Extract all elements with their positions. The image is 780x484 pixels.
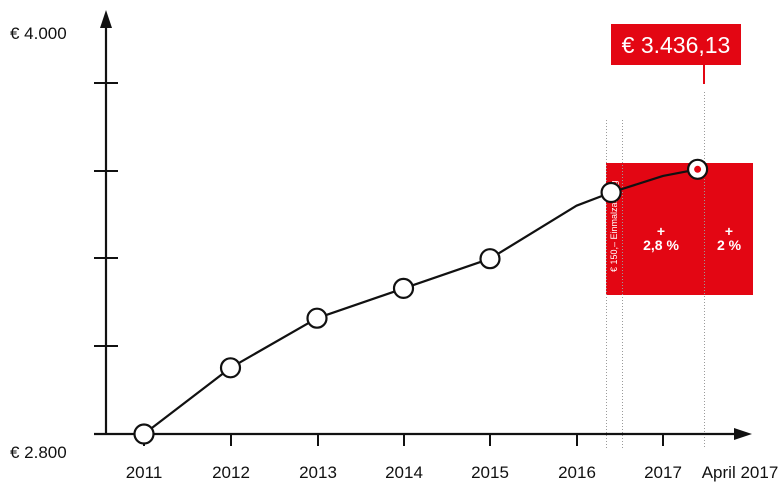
- x-tick-label: 2016: [558, 463, 596, 482]
- guide-lines: [606, 92, 705, 448]
- data-point: [600, 181, 622, 204]
- data-point: [133, 423, 155, 445]
- one-time-payment-label: € 150,– Einmalzahlung: [609, 180, 619, 272]
- value-callout-text: € 3.436,13: [622, 32, 731, 58]
- y-axis-bottom-label: € 2.800: [10, 443, 67, 462]
- data-point: [479, 248, 501, 270]
- x-tick-label: April 2017: [702, 463, 779, 482]
- x-tick-label: 2013: [299, 463, 337, 482]
- increase-1-label: 2,8 %: [643, 237, 679, 253]
- x-tick-label: 2017: [644, 463, 682, 482]
- value-callout-box: [611, 24, 741, 65]
- data-points: [133, 158, 709, 445]
- data-point: [219, 357, 242, 379]
- x-tick-labels: 2011 2012 2013 2014 2015 2016 2017 April…: [126, 463, 779, 482]
- data-point: [306, 307, 328, 329]
- increase-2-label: 2 %: [717, 237, 742, 253]
- data-point-highlight: [694, 165, 702, 173]
- x-tick-label: 2015: [471, 463, 509, 482]
- x-axis-arrow: [734, 428, 752, 440]
- data-point: [392, 277, 415, 299]
- y-ticks: [94, 82, 118, 347]
- x-tick-label: 2014: [385, 463, 423, 482]
- y-axis-top-label: € 4.000: [10, 24, 67, 43]
- increase-annotation-box: [606, 163, 753, 295]
- x-tick-label: 2011: [126, 463, 163, 482]
- increase-1-plus: +: [657, 223, 665, 239]
- axes: [94, 24, 738, 436]
- x-tick-label: 2012: [212, 463, 250, 482]
- increase-2-plus: +: [725, 223, 733, 239]
- y-axis-arrow: [100, 10, 112, 28]
- x-ticks: [143, 434, 664, 446]
